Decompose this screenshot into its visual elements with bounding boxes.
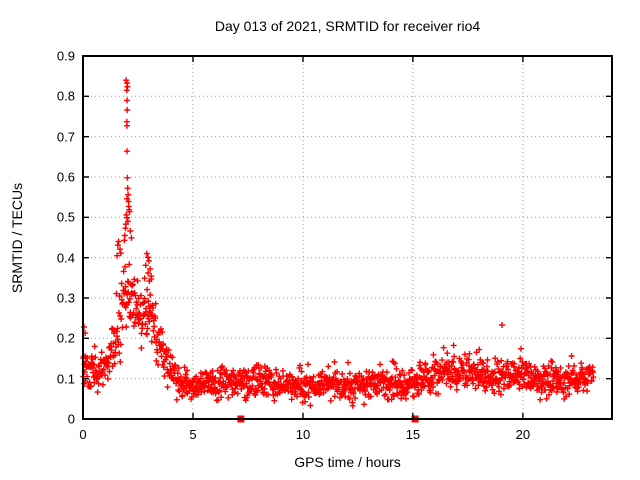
- x-tick-label: 10: [295, 427, 311, 442]
- plot-border-and-ticks: [82, 55, 613, 420]
- x-axis-label: GPS time / hours: [294, 454, 401, 470]
- y-tick-label: 0.3: [56, 290, 75, 306]
- y-tick-label: 0.4: [56, 250, 75, 266]
- y-tick-label: 0.7: [56, 129, 75, 145]
- x-tick-label: 15: [405, 427, 421, 442]
- y-tick-label: 0.9: [56, 48, 75, 64]
- y-tick-label: 0: [67, 411, 75, 427]
- x-tick-label: 20: [515, 427, 531, 442]
- x-tick-label: 0: [79, 427, 87, 442]
- chart-title: Day 013 of 2021, SRMTID for receiver rio…: [214, 18, 481, 34]
- scatter-series: [80, 77, 597, 423]
- plot-area: [80, 55, 613, 423]
- y-axis-label: SRMTID / TECUs: [9, 182, 25, 294]
- x-tick-label: 5: [189, 427, 197, 442]
- y-tick-label: 0.6: [56, 169, 75, 185]
- y-tick-label: 0.5: [56, 209, 75, 225]
- y-tick-label: 0.1: [56, 371, 75, 387]
- y-tick-label: 0.8: [56, 88, 75, 104]
- y-tick-label: 0.2: [56, 330, 75, 346]
